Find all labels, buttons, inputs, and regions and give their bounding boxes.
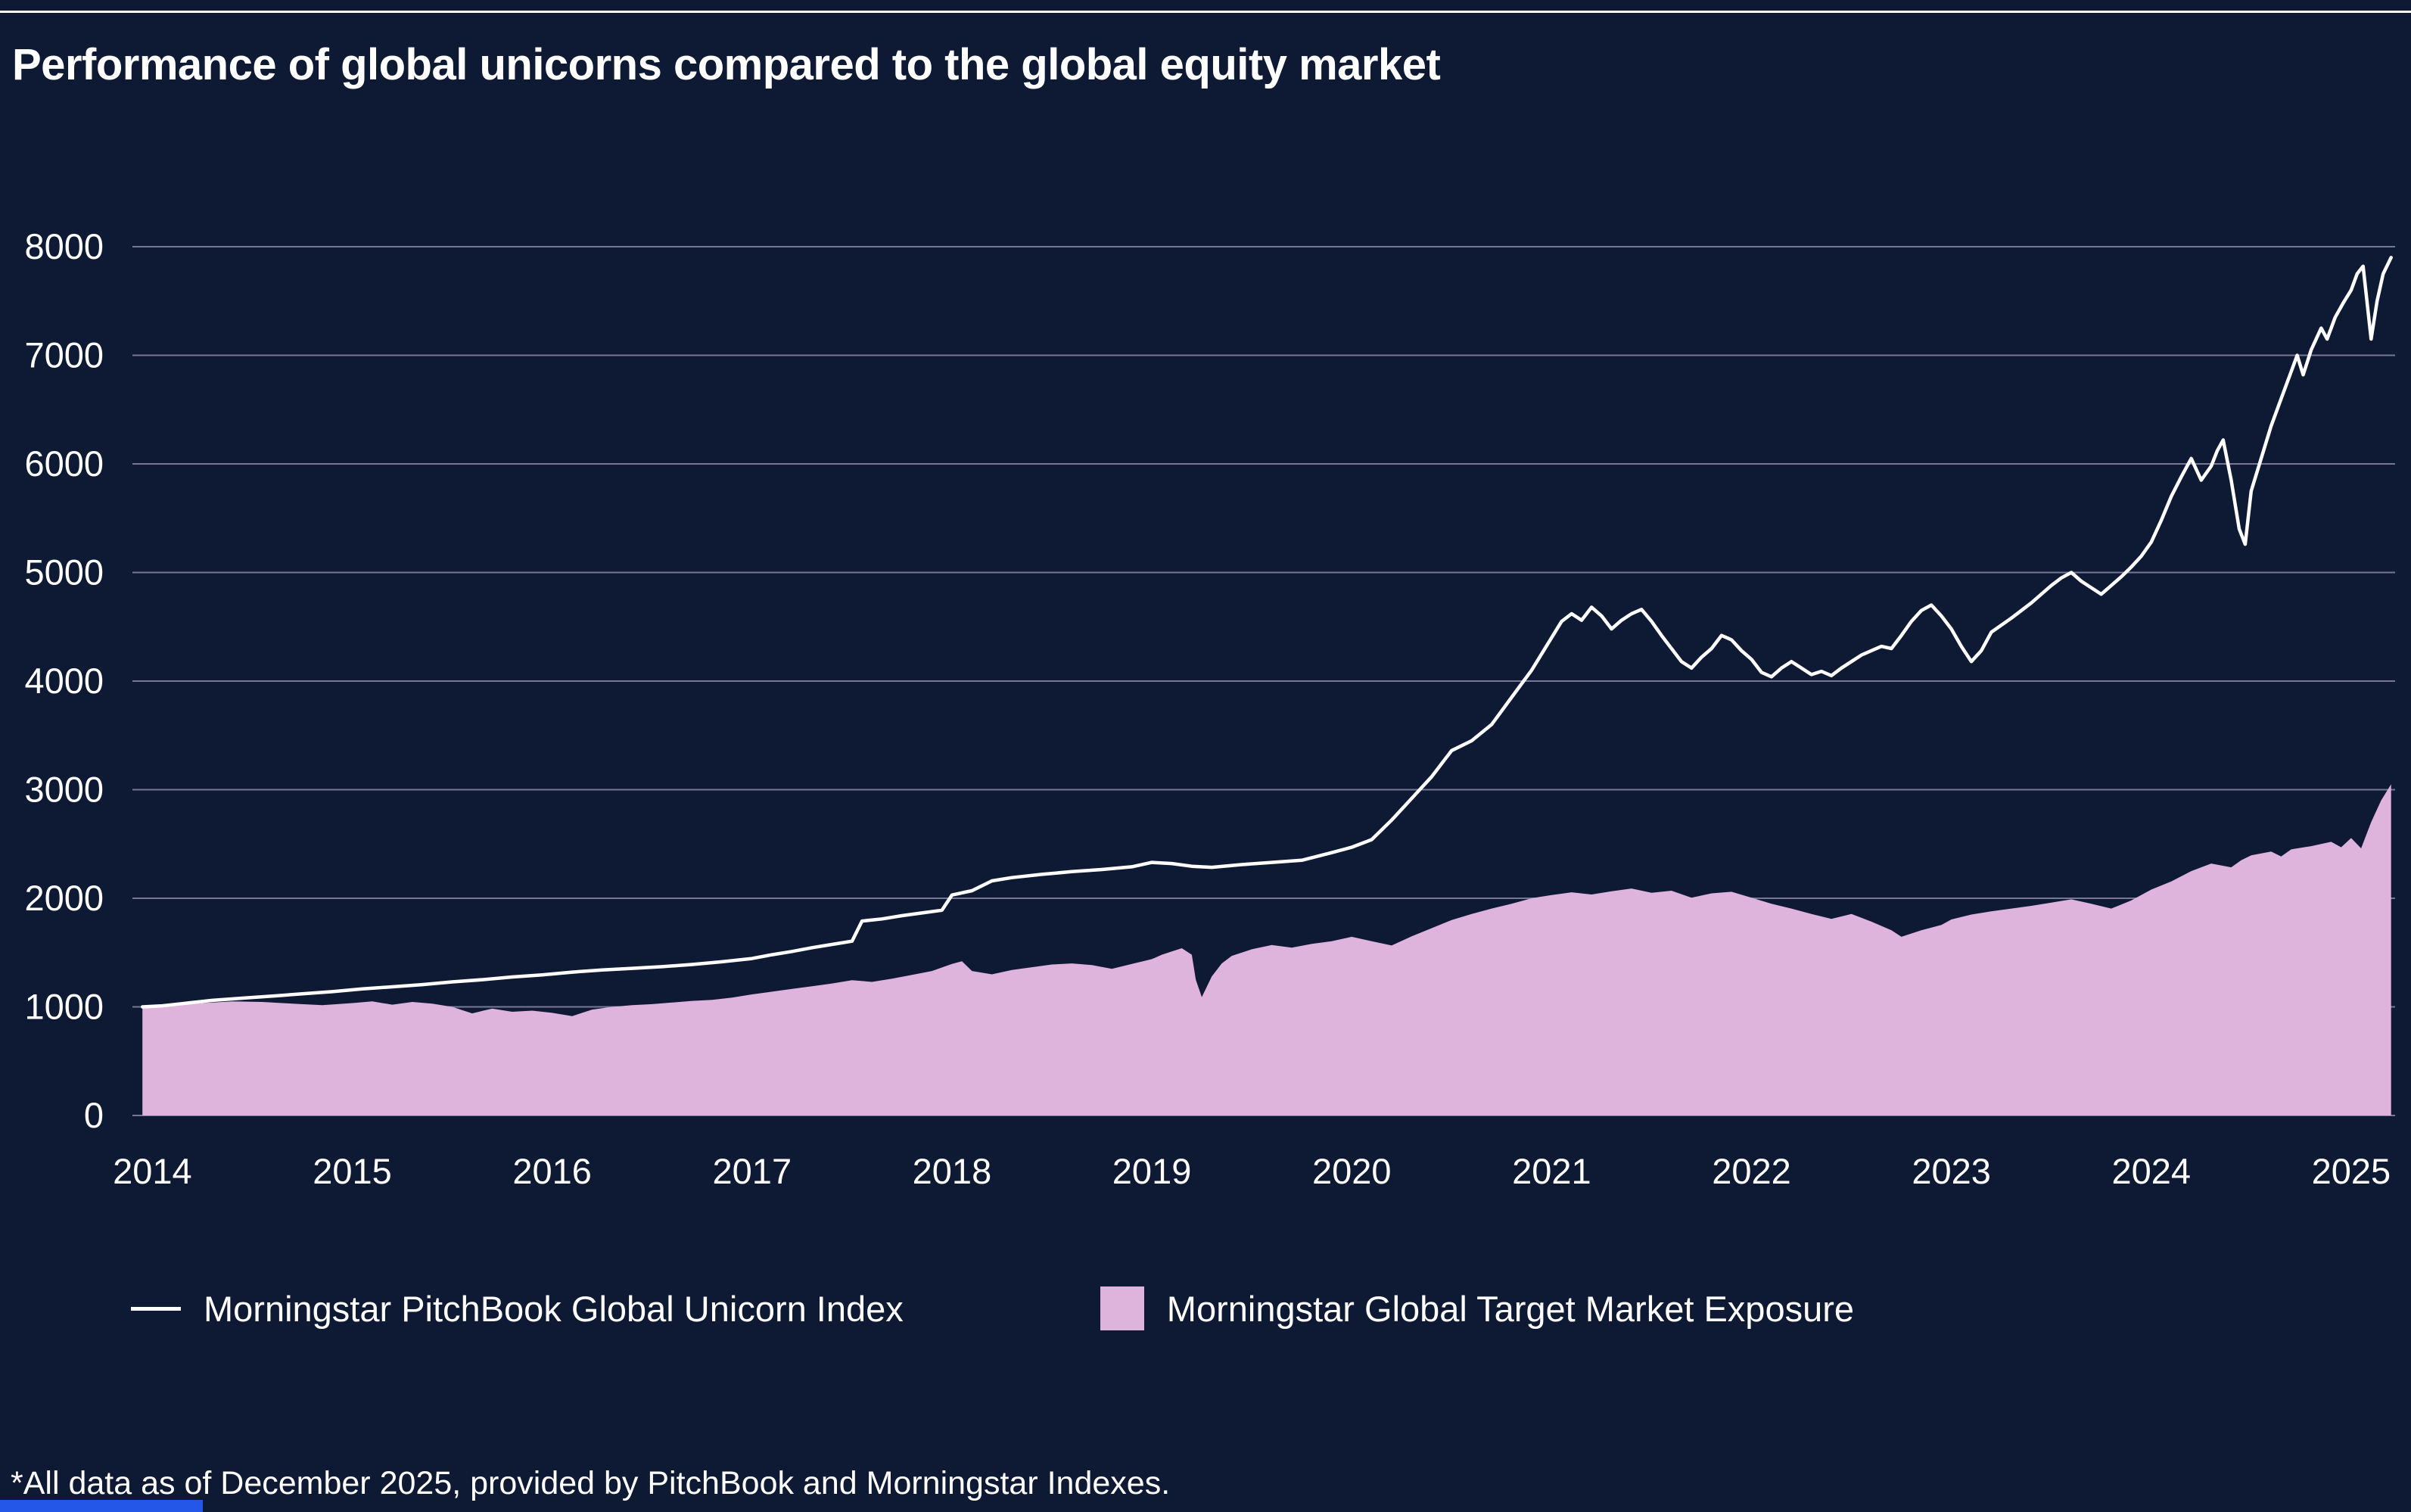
x-tick-label: 2016 — [512, 1151, 592, 1191]
x-tick-label: 2018 — [913, 1151, 992, 1191]
series-line-unicorn-index — [140, 256, 2393, 1009]
y-tick-label: 0 — [84, 1095, 104, 1135]
legend-item-market-exposure: Morningstar Global Target Market Exposur… — [1100, 1286, 1854, 1330]
area-swatch-icon — [1100, 1286, 1144, 1330]
footnote: *All data as of December 2025, provided … — [11, 1465, 1171, 1501]
x-tick-label: 2022 — [1712, 1151, 1791, 1191]
y-tick-label: 4000 — [24, 661, 104, 701]
x-tick-label: 2020 — [1312, 1151, 1392, 1191]
legend-label-unicorn-index: Morningstar PitchBook Global Unicorn Ind… — [204, 1288, 904, 1329]
x-tick-label: 2019 — [1112, 1151, 1192, 1191]
x-tick-label: 2024 — [2111, 1151, 2191, 1191]
top-divider — [0, 11, 2411, 13]
y-tick-label: 5000 — [24, 552, 104, 593]
x-tick-label: 2015 — [313, 1151, 392, 1191]
legend-item-unicorn-index: Morningstar PitchBook Global Unicorn Ind… — [131, 1288, 904, 1330]
y-tick-label: 3000 — [24, 770, 104, 810]
line-swatch-icon — [131, 1306, 181, 1311]
x-tick-label: 2017 — [713, 1151, 792, 1191]
x-tick-label: 2023 — [1912, 1151, 1991, 1191]
footer-accent-bar — [0, 1500, 203, 1512]
y-tick-label: 2000 — [24, 878, 104, 918]
x-tick-label: 2014 — [113, 1151, 192, 1191]
legend-label-market-exposure: Morningstar Global Target Market Exposur… — [1166, 1288, 1855, 1329]
y-tick-label: 7000 — [24, 335, 104, 375]
x-tick-label: 2025 — [2312, 1151, 2391, 1191]
chart-legend: Morningstar PitchBook Global Unicorn Ind… — [131, 1286, 1854, 1330]
y-tick-label: 6000 — [24, 443, 104, 484]
y-tick-label: 1000 — [24, 987, 104, 1027]
chart-title: Performance of global unicorns compared … — [12, 40, 1441, 89]
x-tick-label: 2021 — [1512, 1151, 1591, 1191]
series-area-market-exposure — [142, 784, 2391, 1115]
y-tick-label: 8000 — [24, 226, 104, 266]
